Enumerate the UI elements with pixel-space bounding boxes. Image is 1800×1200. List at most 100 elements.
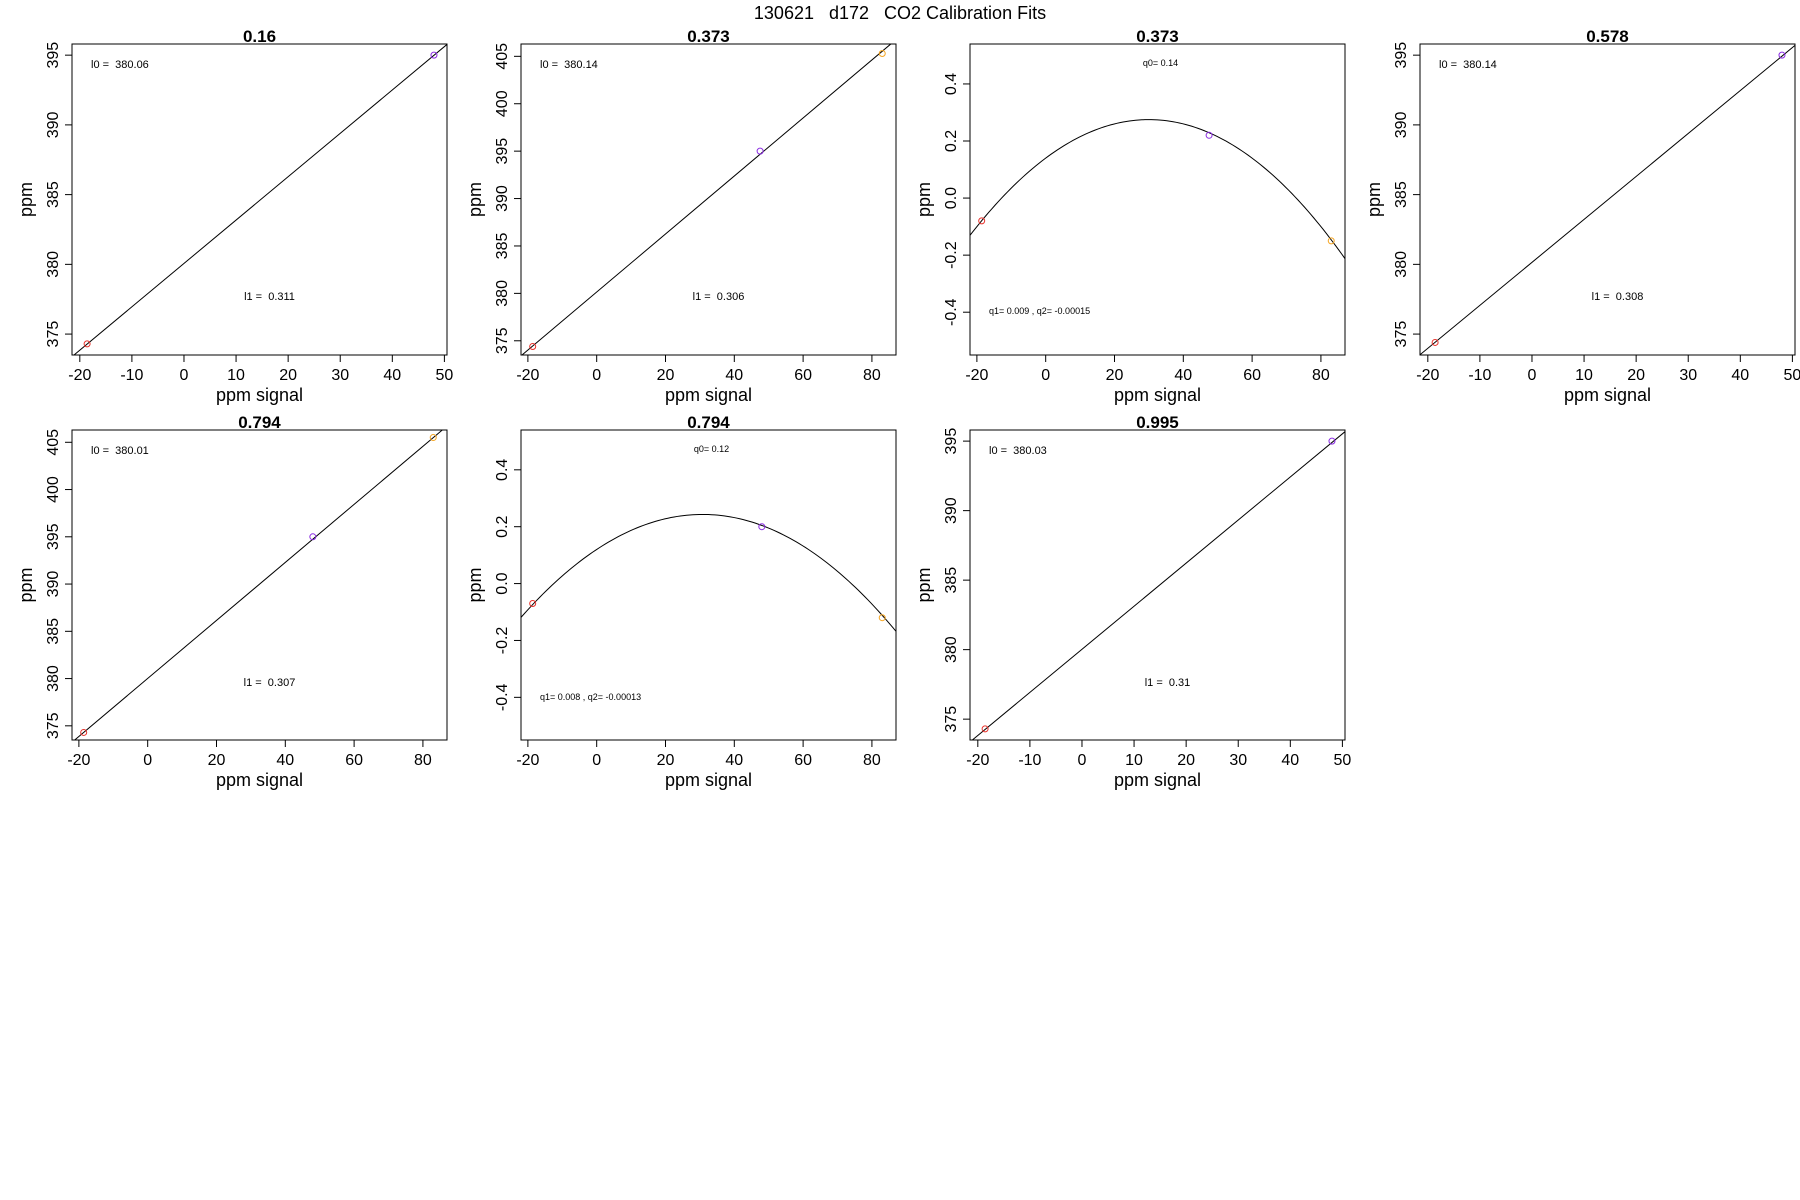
data-point — [529, 342, 537, 350]
y-tick-label: 390 — [1393, 111, 1410, 138]
data-point — [1205, 131, 1213, 139]
annotation: l1 = 0.311 — [244, 291, 295, 303]
fit-curve — [521, 513, 896, 632]
x-tick-label: -10 — [1018, 752, 1041, 769]
plot-frame — [969, 429, 1346, 741]
x-tick-label: 40 — [725, 367, 743, 384]
y-tick-label: 380 — [1393, 251, 1410, 278]
data-point — [981, 725, 989, 733]
y-tick-label: 390 — [45, 111, 62, 138]
panel-title: 0.794 — [238, 413, 281, 432]
data-point — [80, 728, 88, 736]
fit-line — [1420, 45, 1795, 355]
y-axis-label: ppm — [914, 567, 934, 602]
x-tick-label: 60 — [1243, 367, 1261, 384]
y-tick-label: 375 — [943, 706, 960, 733]
y-axis-label: ppm — [465, 567, 485, 602]
y-tick-label: 375 — [494, 327, 511, 354]
plot-frame — [71, 429, 448, 741]
fit-line — [521, 44, 892, 355]
y-tick-label: 0.2 — [943, 130, 960, 152]
panel-2: 0.373 -20 0 20 40 60 80 375 380 385 390 395 400 405 pp… — [465, 27, 897, 405]
panel-1: 0.16 -20 -10 0 10 20 30 40 50 375 380 385 390 395 ppm … — [16, 27, 453, 405]
x-tick-label: 10 — [227, 367, 245, 384]
y-tick-label: 385 — [45, 618, 62, 645]
y-axis-label: ppm — [16, 567, 36, 602]
fit-line — [73, 430, 444, 740]
annotation: q0= 0.12 — [694, 444, 729, 454]
annotation: l1 = 0.306 — [693, 291, 745, 303]
y-tick-label: 380 — [45, 665, 62, 692]
data-point — [83, 340, 91, 348]
x-tick-label: 30 — [1229, 752, 1247, 769]
data-point — [878, 614, 886, 622]
x-tick-label: 20 — [1177, 752, 1195, 769]
panel-title: 0.373 — [1136, 27, 1179, 46]
x-tick-label: 40 — [1281, 752, 1299, 769]
panel-7: 0.995 -20 -10 0 10 20 30 40 50 375 380 385 390 395 ppm… — [914, 413, 1351, 790]
x-tick-label: 80 — [414, 752, 432, 769]
data-point — [756, 147, 764, 155]
data-point — [1327, 237, 1335, 245]
y-tick-label: 0.0 — [943, 187, 960, 209]
y-tick-label: 400 — [494, 90, 511, 117]
x-tick-label: 40 — [725, 752, 743, 769]
y-tick-label: 0.4 — [494, 459, 511, 481]
fit-curve — [970, 119, 1345, 259]
x-tick-label: 50 — [435, 367, 453, 384]
x-axis-label: ppm signal — [1114, 385, 1201, 405]
x-tick-label: 40 — [1174, 367, 1192, 384]
x-axis-label: ppm signal — [216, 385, 303, 405]
x-tick-label: 20 — [1106, 367, 1124, 384]
panel-title: 0.16 — [243, 27, 276, 46]
plot-frame — [71, 43, 448, 356]
y-tick-label: -0.2 — [943, 241, 960, 269]
y-tick-label: 395 — [45, 523, 62, 550]
x-tick-label: 60 — [794, 752, 812, 769]
x-tick-label: 10 — [1125, 752, 1143, 769]
x-tick-label: -20 — [965, 367, 988, 384]
panel-6: 0.794 -20 0 20 40 60 80 -0.4 -0.2 0.0 0.2 0.4 ppm si… — [465, 413, 897, 790]
data-point — [878, 49, 886, 57]
x-tick-label: -20 — [966, 752, 989, 769]
annotation: l0 = 380.14 — [1439, 59, 1497, 71]
x-tick-label: 20 — [657, 367, 675, 384]
y-tick-label: 380 — [45, 251, 62, 278]
x-tick-label: 20 — [208, 752, 226, 769]
y-tick-label: 385 — [943, 567, 960, 594]
x-tick-label: 80 — [863, 367, 881, 384]
y-axis-label: ppm — [914, 182, 934, 217]
data-point — [429, 434, 437, 442]
y-tick-label: -0.4 — [943, 298, 960, 326]
y-tick-label: 395 — [943, 428, 960, 455]
y-axis-label: ppm — [465, 182, 485, 217]
panel-title: 0.995 — [1136, 413, 1179, 432]
x-tick-label: 80 — [863, 752, 881, 769]
x-tick-label: -10 — [1468, 367, 1491, 384]
x-tick-label: 80 — [1312, 367, 1330, 384]
data-point — [1328, 437, 1336, 445]
x-tick-label: 40 — [383, 367, 401, 384]
annotation: q1= 0.009 , q2= -0.00015 — [989, 306, 1090, 316]
y-tick-label: 395 — [45, 42, 62, 69]
x-tick-label: 0 — [1528, 367, 1537, 384]
x-tick-label: -20 — [516, 752, 539, 769]
y-tick-label: 390 — [494, 185, 511, 212]
y-tick-label: 385 — [1393, 181, 1410, 208]
plot-frame — [520, 429, 897, 741]
fit-line — [971, 431, 1345, 740]
x-tick-label: -20 — [516, 367, 539, 384]
x-tick-label: 20 — [657, 752, 675, 769]
x-tick-label: 20 — [279, 367, 297, 384]
y-tick-label: 405 — [494, 43, 511, 70]
y-tick-label: 385 — [494, 233, 511, 260]
data-point — [1431, 338, 1439, 346]
y-tick-label: 390 — [943, 497, 960, 524]
x-axis-label: ppm signal — [1114, 770, 1201, 790]
x-tick-label: 30 — [1679, 367, 1697, 384]
y-tick-label: 405 — [45, 429, 62, 456]
y-tick-label: -0.4 — [494, 683, 511, 711]
annotation: l1 = 0.308 — [1592, 291, 1644, 303]
annotation: l0 = 380.14 — [540, 59, 598, 71]
